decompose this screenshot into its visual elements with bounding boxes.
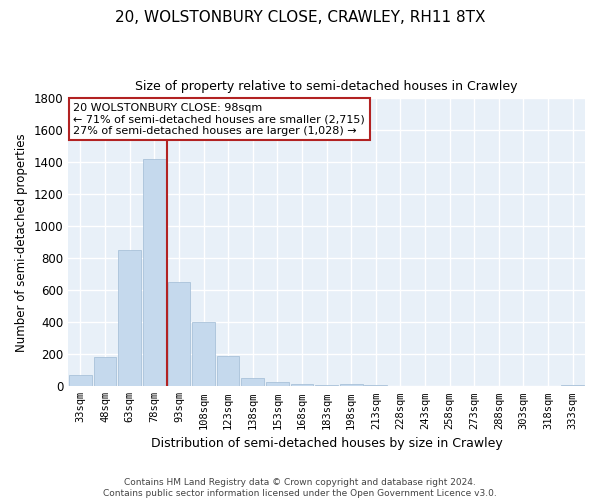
Title: Size of property relative to semi-detached houses in Crawley: Size of property relative to semi-detach… — [136, 80, 518, 93]
Bar — [241, 378, 264, 386]
X-axis label: Distribution of semi-detached houses by size in Crawley: Distribution of semi-detached houses by … — [151, 437, 502, 450]
Text: 20 WOLSTONBURY CLOSE: 98sqm
← 71% of semi-detached houses are smaller (2,715)
27: 20 WOLSTONBURY CLOSE: 98sqm ← 71% of sem… — [73, 102, 365, 136]
Bar — [118, 250, 141, 386]
Bar — [340, 384, 362, 386]
Bar — [562, 384, 584, 386]
Bar — [315, 384, 338, 386]
Bar — [217, 356, 239, 386]
Bar — [290, 384, 313, 386]
Bar — [167, 282, 190, 387]
Y-axis label: Number of semi-detached properties: Number of semi-detached properties — [15, 133, 28, 352]
Bar — [192, 322, 215, 386]
Bar — [94, 356, 116, 386]
Text: Contains HM Land Registry data © Crown copyright and database right 2024.
Contai: Contains HM Land Registry data © Crown c… — [103, 478, 497, 498]
Bar — [364, 384, 387, 386]
Bar — [69, 375, 92, 386]
Bar — [143, 159, 166, 386]
Text: 20, WOLSTONBURY CLOSE, CRAWLEY, RH11 8TX: 20, WOLSTONBURY CLOSE, CRAWLEY, RH11 8TX — [115, 10, 485, 25]
Bar — [266, 382, 289, 386]
